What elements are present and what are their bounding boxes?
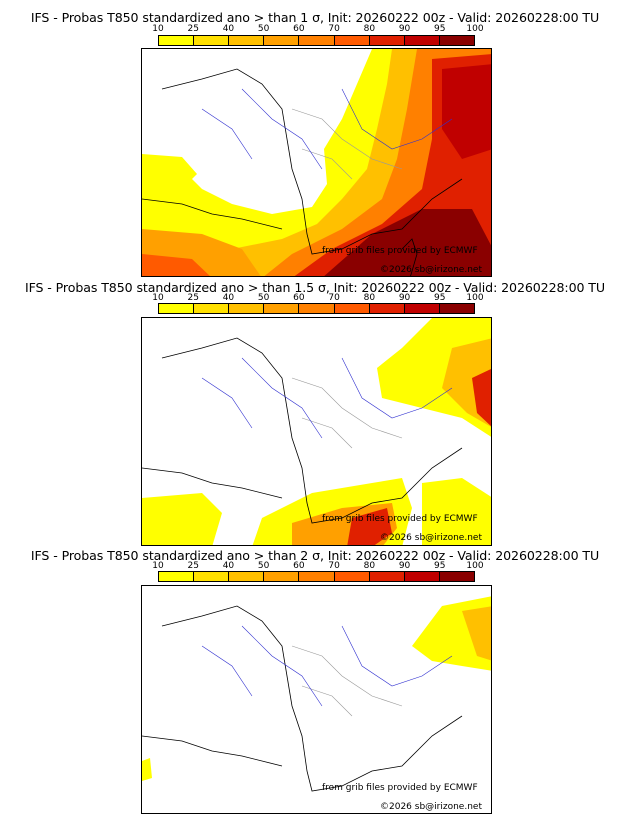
colorbar-tick-label: 95 — [434, 293, 446, 303]
colorbar-segment — [159, 572, 195, 581]
colorbar-tick-label: 25 — [187, 561, 199, 571]
colorbar-segment — [159, 304, 195, 313]
colorbar-tick-label: 90 — [398, 293, 411, 303]
colorbar-segment — [404, 36, 440, 45]
colorbar-tick-label: 70 — [328, 561, 340, 571]
colorbar-segment — [229, 36, 265, 45]
credit-line: from grib files provided by ECMWF — [322, 246, 478, 256]
colorbar-ticks: 10 25 40 50 60 70 80 90 95 100 — [152, 24, 483, 34]
colorbar-tick-label: 80 — [363, 561, 376, 571]
colorbar-segment — [264, 572, 300, 581]
colorbar-tick-label: 60 — [293, 561, 305, 571]
colorbar-segment — [369, 572, 405, 581]
colorbar-segment — [369, 36, 405, 45]
panel-title: IFS - Probas T850 standardized ano > tha… — [30, 548, 600, 563]
colorbar-tick-label: 80 — [363, 293, 376, 303]
colorbar-segment — [369, 304, 405, 313]
colorbar-ticks: 10 25 40 50 60 70 80 90 95 100 — [152, 293, 483, 303]
colorbar-tick-label: 95 — [434, 24, 446, 34]
colorbar-tick-label: 25 — [187, 24, 199, 34]
colorbar-tick-label: 100 — [466, 561, 484, 571]
colorbar-segment — [334, 36, 370, 45]
colorbar-tick-label: 60 — [293, 24, 305, 34]
probability-map — [141, 585, 492, 814]
colorbar-ticks: 10 25 40 50 60 70 80 90 95 100 — [152, 561, 483, 571]
colorbar-tick-label: 40 — [222, 561, 235, 571]
colorbar-segment — [264, 304, 300, 313]
map-panel-1: IFS - Probas T850 standardized ano > tha… — [0, 0, 630, 280]
colorbar-tick-label: 70 — [328, 24, 340, 34]
colorbar-segment — [439, 572, 474, 581]
colorbar-tick-label: 50 — [257, 293, 270, 303]
credit-line: from grib files provided by ECMWF — [322, 514, 478, 524]
colorbar — [158, 35, 475, 46]
colorbar-tick-label: 70 — [328, 293, 340, 303]
colorbar-segment — [334, 572, 370, 581]
colorbar-segment — [159, 36, 195, 45]
colorbar-tick-label: 10 — [152, 561, 164, 571]
colorbar-tick-label: 50 — [257, 561, 270, 571]
colorbar-tick-label: 100 — [466, 24, 484, 34]
colorbar-segment — [439, 36, 474, 45]
colorbar-segment — [194, 36, 230, 45]
colorbar-segment — [404, 304, 440, 313]
colorbar-segment — [299, 304, 335, 313]
probability-map — [141, 48, 492, 277]
credit-line: from grib files provided by ECMWF — [322, 783, 478, 793]
colorbar-segment — [194, 572, 230, 581]
colorbar-tick-label: 60 — [293, 293, 305, 303]
colorbar-segment — [299, 572, 335, 581]
colorbar-segment — [194, 304, 230, 313]
map-panel-2: IFS - Probas T850 standardized ano > tha… — [24, 280, 606, 546]
copyright-line: ©2026 sb@irizone.net — [380, 802, 482, 812]
colorbar-tick-label: 25 — [187, 293, 199, 303]
colorbar-tick-label: 100 — [466, 293, 484, 303]
colorbar-segment — [334, 304, 370, 313]
colorbar-tick-label: 40 — [222, 293, 235, 303]
panel-title: IFS - Probas T850 standardized ano > tha… — [24, 280, 606, 295]
colorbar — [158, 571, 475, 582]
probability-map — [141, 317, 492, 546]
colorbar-segment — [439, 304, 474, 313]
colorbar-segment — [299, 36, 335, 45]
colorbar-tick-label: 10 — [152, 24, 164, 34]
colorbar-segment — [229, 572, 265, 581]
copyright-line: ©2026 sb@irizone.net — [380, 533, 482, 543]
colorbar-tick-label: 10 — [152, 293, 164, 303]
colorbar-tick-label: 90 — [398, 24, 411, 34]
colorbar-tick-label: 80 — [363, 24, 376, 34]
panel-title: IFS - Probas T850 standardized ano > tha… — [30, 10, 600, 25]
colorbar-tick-label: 50 — [257, 24, 270, 34]
colorbar — [158, 303, 475, 314]
colorbar-segment — [264, 36, 300, 45]
colorbar-segment — [404, 572, 440, 581]
colorbar-segment — [229, 304, 265, 313]
colorbar-tick-label: 40 — [222, 24, 235, 34]
colorbar-tick-label: 95 — [434, 561, 446, 571]
colorbar-tick-label: 90 — [398, 561, 411, 571]
copyright-line: ©2026 sb@irizone.net — [380, 265, 482, 275]
